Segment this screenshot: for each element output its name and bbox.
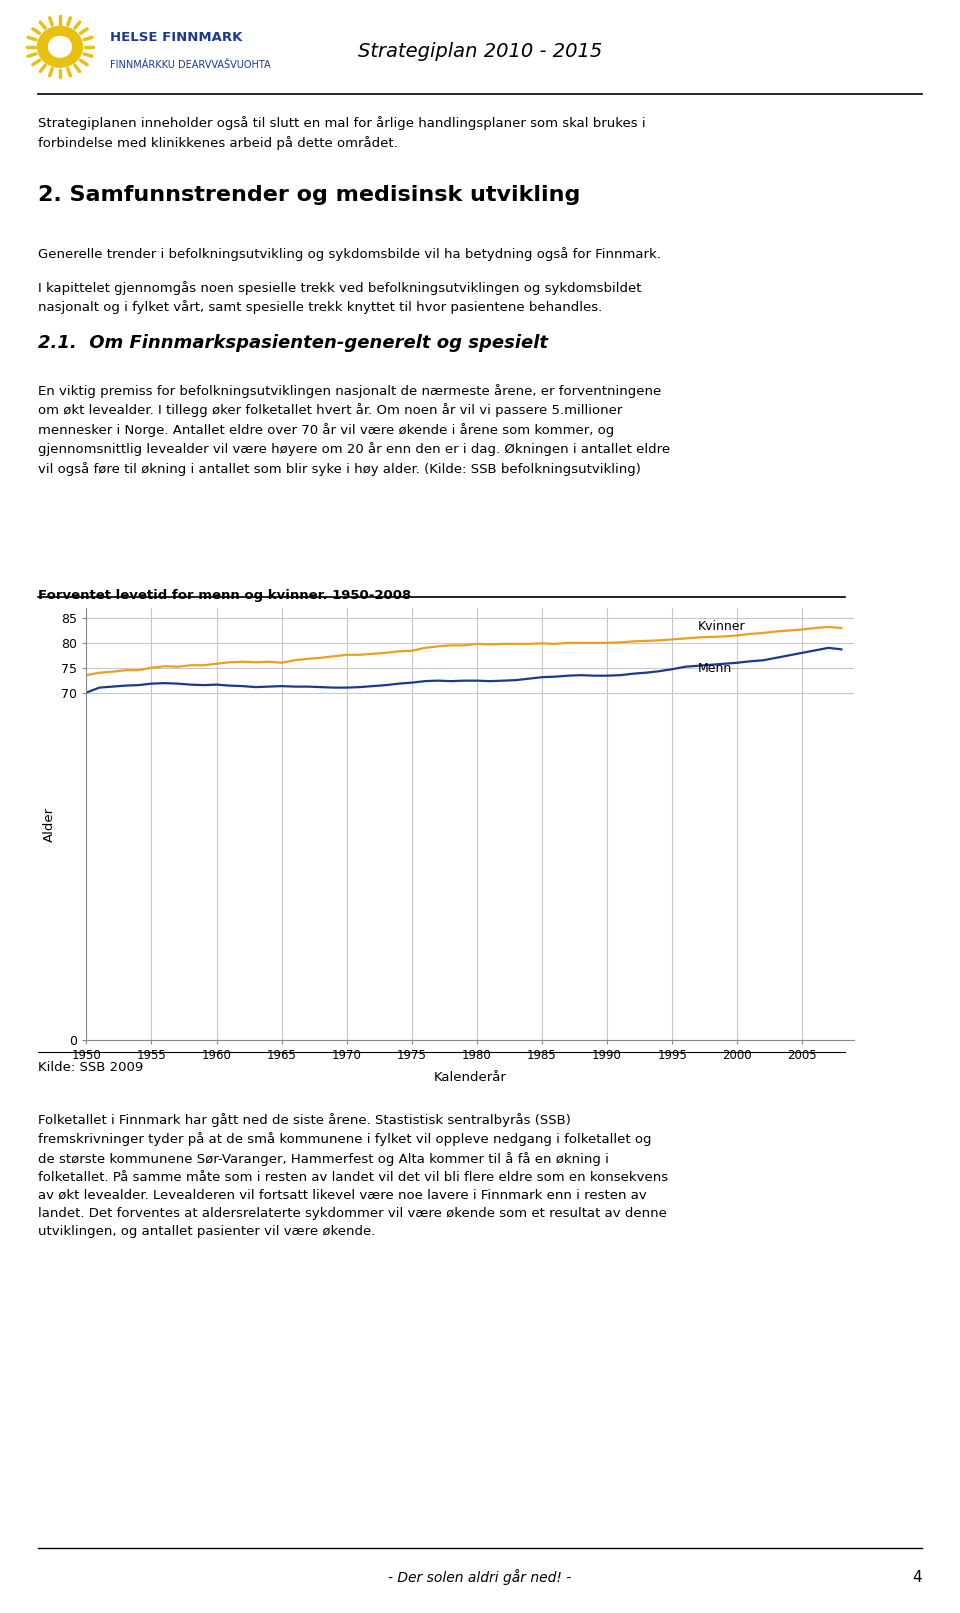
Text: HELSE FINNMARK: HELSE FINNMARK [110,31,243,44]
Text: Strategiplanen inneholder også til slutt en mal for årlige handlingsplaner som s: Strategiplanen inneholder også til slutt… [38,116,646,150]
Text: Strategiplan 2010 - 2015: Strategiplan 2010 - 2015 [358,42,602,61]
Circle shape [37,26,83,68]
Text: 2.1.  Om Finnmarkspasienten-generelt og spesielt: 2.1. Om Finnmarkspasienten-generelt og s… [38,334,548,352]
Circle shape [49,37,71,56]
Text: Forventet levetid for menn og kvinner. 1950-2008: Forventet levetid for menn og kvinner. 1… [38,589,412,602]
Text: Kvinner: Kvinner [698,619,746,632]
Text: - Der solen aldri går ned! -: - Der solen aldri går ned! - [388,1569,572,1586]
Text: FINNMÁRKKU DEARVVAŠVUOHTA: FINNMÁRKKU DEARVVAŠVUOHTA [110,60,271,69]
Text: I kapittelet gjennomgås noen spesielle trekk ved befolkningsutviklingen og sykdo: I kapittelet gjennomgås noen spesielle t… [38,281,642,315]
Text: Folketallet i Finnmark har gått ned de siste årene. Stastistisk sentralbyrås (SS: Folketallet i Finnmark har gått ned de s… [38,1113,668,1237]
Text: Menn: Menn [698,661,732,674]
Text: En viktig premiss for befolkningsutviklingen nasjonalt de nærmeste årene, er for: En viktig premiss for befolkningsutvikli… [38,384,670,476]
Text: 4: 4 [912,1569,922,1586]
Y-axis label: Alder: Alder [43,806,56,842]
Text: Kilde: SSB 2009: Kilde: SSB 2009 [38,1061,144,1074]
Text: Generelle trender i befolkningsutvikling og sykdomsbilde vil ha betydning også f: Generelle trender i befolkningsutvikling… [38,247,661,261]
X-axis label: Kalenderår: Kalenderår [434,1071,507,1084]
Text: 2. Samfunnstrender og medisinsk utvikling: 2. Samfunnstrender og medisinsk utviklin… [38,185,581,205]
